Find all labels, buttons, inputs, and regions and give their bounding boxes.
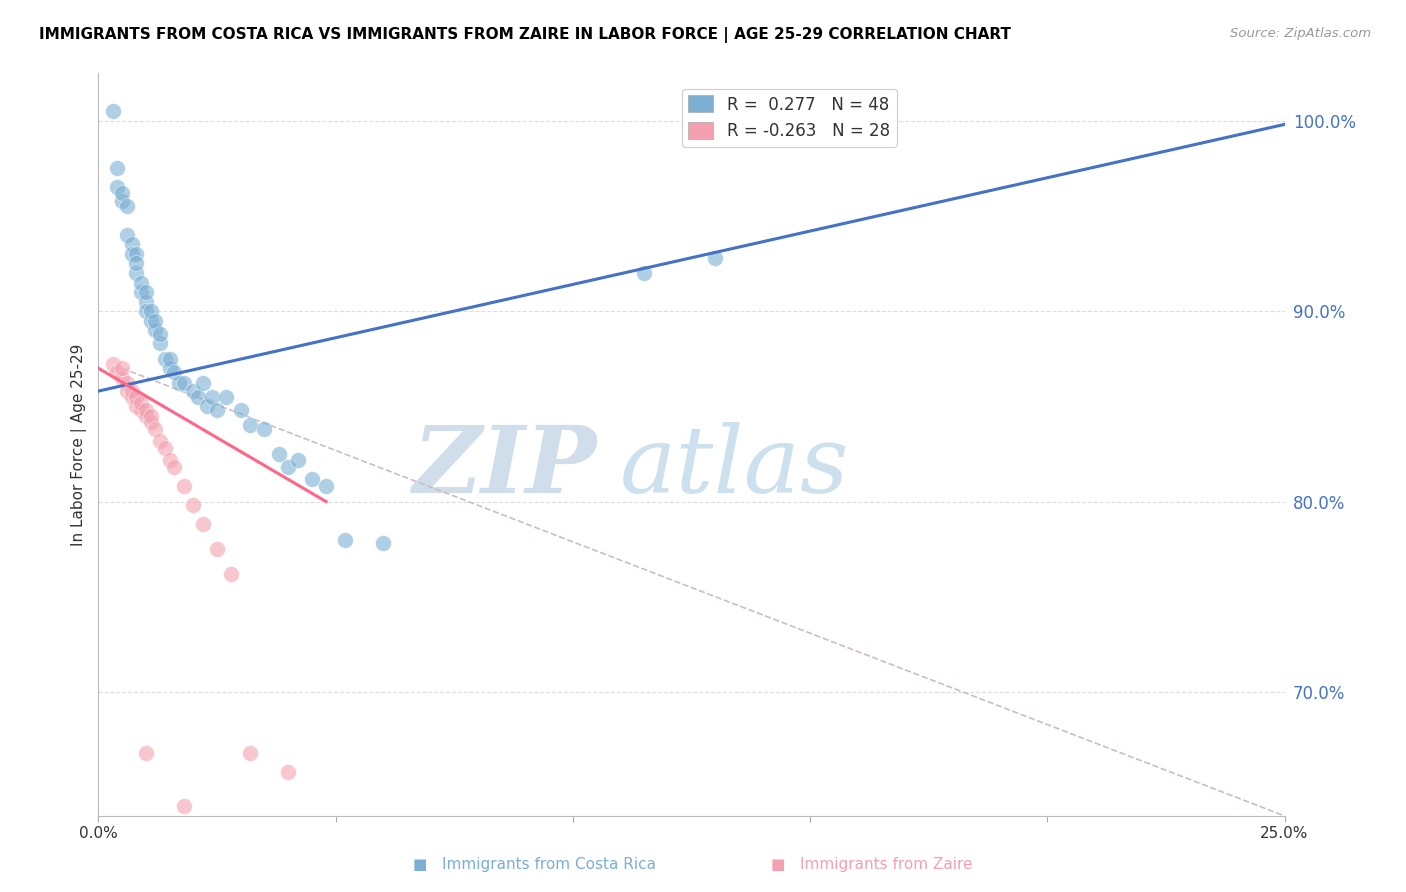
Point — [125, 256, 148, 270]
Point — [143, 323, 166, 337]
Point — [125, 390, 148, 404]
Point — [105, 180, 128, 194]
Point — [191, 517, 214, 532]
Point — [181, 384, 204, 398]
Point — [633, 266, 655, 280]
Point — [135, 746, 157, 760]
Point — [371, 536, 394, 550]
Point — [181, 499, 204, 513]
Point — [229, 403, 252, 417]
Point — [115, 376, 138, 391]
Point — [187, 390, 209, 404]
Y-axis label: In Labor Force | Age 25-29: In Labor Force | Age 25-29 — [72, 343, 87, 546]
Point — [129, 285, 152, 299]
Point — [135, 403, 157, 417]
Point — [111, 194, 134, 208]
Point — [139, 409, 162, 423]
Text: ■   Immigrants from Costa Rica: ■ Immigrants from Costa Rica — [413, 857, 655, 872]
Point — [159, 361, 181, 376]
Point — [205, 403, 228, 417]
Point — [111, 186, 134, 200]
Point — [115, 384, 138, 398]
Point — [149, 434, 172, 448]
Point — [121, 247, 143, 261]
Point — [135, 409, 157, 423]
Point — [101, 104, 124, 119]
Point — [135, 304, 157, 318]
Point — [111, 361, 134, 376]
Point — [301, 472, 323, 486]
Point — [239, 746, 262, 760]
Point — [125, 247, 148, 261]
Point — [125, 400, 148, 414]
Point — [101, 358, 124, 372]
Text: Source: ZipAtlas.com: Source: ZipAtlas.com — [1230, 27, 1371, 40]
Point — [121, 384, 143, 398]
Point — [153, 442, 176, 456]
Point — [173, 479, 195, 493]
Point — [115, 227, 138, 242]
Point — [163, 460, 186, 475]
Point — [239, 418, 262, 433]
Point — [139, 415, 162, 429]
Legend: R =  0.277   N = 48, R = -0.263   N = 28: R = 0.277 N = 48, R = -0.263 N = 28 — [682, 88, 897, 147]
Point — [135, 285, 157, 299]
Point — [191, 376, 214, 391]
Point — [139, 304, 162, 318]
Point — [704, 251, 727, 265]
Point — [173, 376, 195, 391]
Point — [219, 566, 242, 581]
Point — [121, 237, 143, 252]
Point — [115, 199, 138, 213]
Point — [143, 422, 166, 436]
Text: ZIP: ZIP — [412, 422, 596, 512]
Point — [167, 376, 190, 391]
Point — [277, 765, 299, 780]
Point — [149, 336, 172, 351]
Point — [253, 422, 276, 436]
Point — [139, 313, 162, 327]
Point — [287, 452, 309, 467]
Point — [201, 390, 224, 404]
Point — [315, 479, 337, 493]
Point — [105, 365, 128, 379]
Text: IMMIGRANTS FROM COSTA RICA VS IMMIGRANTS FROM ZAIRE IN LABOR FORCE | AGE 25-29 C: IMMIGRANTS FROM COSTA RICA VS IMMIGRANTS… — [39, 27, 1011, 43]
Point — [333, 533, 356, 547]
Point — [267, 447, 290, 461]
Point — [277, 460, 299, 475]
Point — [121, 390, 143, 404]
Point — [197, 400, 219, 414]
Point — [153, 351, 176, 366]
Point — [143, 313, 166, 327]
Point — [159, 351, 181, 366]
Point — [111, 371, 134, 385]
Point — [135, 294, 157, 309]
Point — [105, 161, 128, 176]
Text: atlas: atlas — [620, 422, 849, 512]
Point — [129, 403, 152, 417]
Text: ■   Immigrants from Zaire: ■ Immigrants from Zaire — [770, 857, 973, 872]
Point — [215, 390, 238, 404]
Point — [149, 326, 172, 341]
Point — [129, 276, 152, 290]
Point — [129, 395, 152, 409]
Point — [173, 799, 195, 814]
Point — [125, 266, 148, 280]
Point — [205, 542, 228, 557]
Point — [159, 452, 181, 467]
Point — [163, 365, 186, 379]
